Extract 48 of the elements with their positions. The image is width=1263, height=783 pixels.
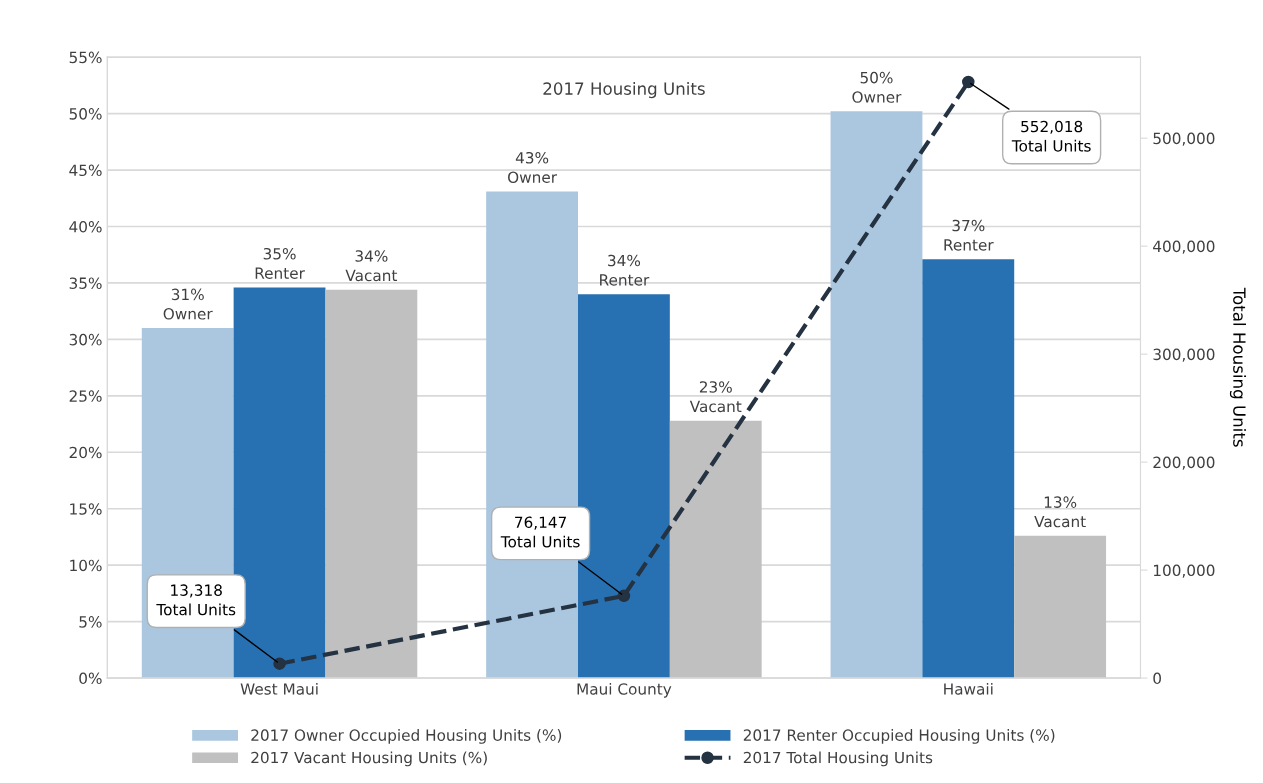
y2-tick-label: 500,000 bbox=[1153, 132, 1215, 146]
y2-tick-label: 300,000 bbox=[1153, 348, 1215, 362]
y-tick-label: 40% bbox=[69, 220, 102, 233]
y-tick-label: 50% bbox=[69, 108, 102, 120]
y-tick-label: 20% bbox=[69, 446, 102, 459]
legend-label: 2017 Owner Occupied Housing Units (%) bbox=[251, 729, 562, 744]
y-tick-label: 35% bbox=[69, 277, 102, 289]
x-tick-label: Maui County bbox=[577, 682, 672, 698]
bar bbox=[578, 294, 670, 679]
text: 2017 Housing Units bbox=[543, 82, 705, 99]
y2-tick-label: 200,000 bbox=[1153, 456, 1215, 470]
data-label: 34% Vacant bbox=[345, 250, 398, 282]
bar bbox=[669, 420, 762, 679]
y2-tick-label: 400,000 bbox=[1153, 240, 1215, 254]
data-label: 37% Renter bbox=[944, 219, 994, 251]
y2-axis-title: Total Housing Units bbox=[1229, 287, 1247, 447]
data-label: 50% Owner bbox=[852, 71, 902, 103]
y-tick-label: 5% bbox=[79, 616, 102, 628]
data-label: 76,147 Total Units bbox=[500, 516, 580, 548]
legend-label: 2017 Total Housing Units bbox=[743, 751, 933, 767]
x-tick-label: Hawaii bbox=[944, 682, 993, 695]
data-label: 31% Owner bbox=[163, 288, 213, 320]
y-tick-label: 45% bbox=[69, 164, 102, 177]
data-label: 34% Renter bbox=[600, 254, 650, 286]
y-tick-label: 55% bbox=[69, 51, 102, 64]
y-tick-label: 10% bbox=[70, 559, 102, 572]
y-tick-label: 30% bbox=[69, 333, 102, 346]
data-label: 23% Vacant bbox=[689, 381, 742, 413]
bar bbox=[922, 259, 1015, 679]
bar bbox=[1014, 535, 1107, 679]
x-tick-label: West Maui bbox=[240, 682, 318, 695]
y-tick-label: 15% bbox=[70, 503, 102, 515]
data-label: 43% Owner bbox=[508, 152, 558, 183]
bar bbox=[325, 289, 418, 679]
y-tick-label: 0% bbox=[79, 672, 102, 685]
data-label: 552,018 Total Units bbox=[1011, 120, 1091, 152]
y2-tick-label: 100,000 bbox=[1153, 564, 1215, 578]
data-label: 35% Renter bbox=[255, 247, 305, 279]
point bbox=[617, 589, 631, 603]
bar bbox=[830, 111, 923, 679]
y2-tick-label: 0 bbox=[1153, 672, 1161, 685]
y-tick-label: 25% bbox=[69, 390, 102, 402]
data-label: 13,318 Total Units bbox=[156, 584, 236, 616]
point bbox=[962, 75, 975, 89]
point bbox=[273, 657, 286, 670]
legend-label: 2017 Vacant Housing Units (%) bbox=[251, 751, 487, 767]
legend-label: 2017 Renter Occupied Housing Units (%) bbox=[743, 729, 1055, 744]
data-label: 13% Vacant bbox=[1034, 496, 1086, 528]
